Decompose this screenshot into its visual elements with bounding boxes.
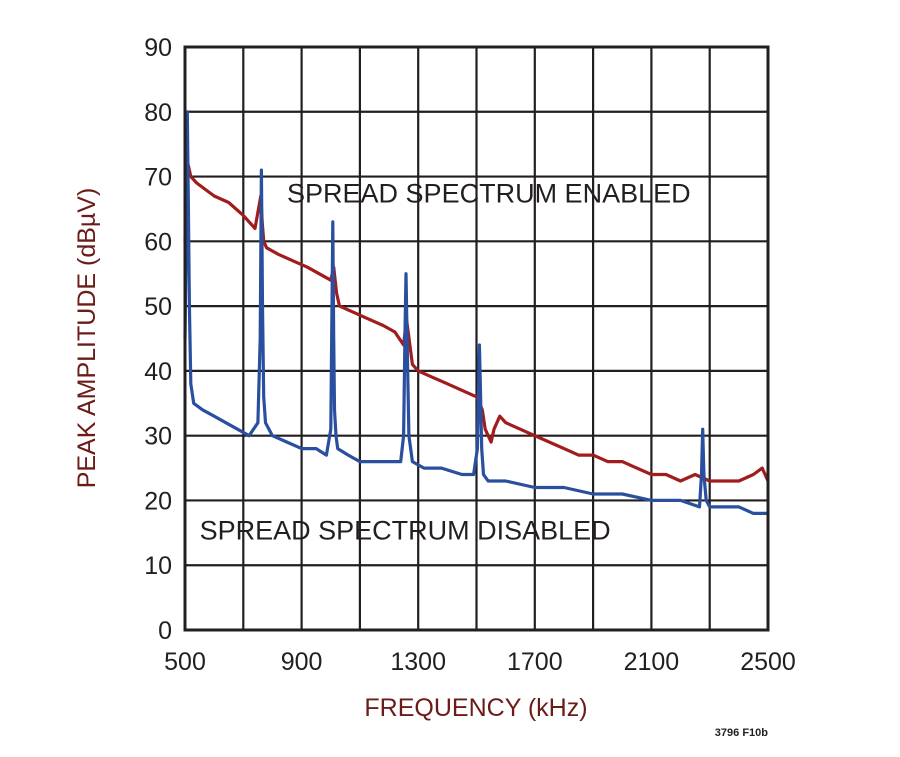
y-tick-label: 90 [144, 34, 172, 62]
figure-id: 3796 F10b [715, 727, 768, 739]
series-line-disabled [183, 110, 768, 515]
x-tick-label: 2500 [740, 648, 796, 676]
annotation-enabled: SPREAD SPECTRUM ENABLED [287, 178, 691, 208]
y-tick-label: 60 [144, 228, 172, 256]
y-tick-label: 50 [144, 293, 172, 321]
y-tick-label: 70 [144, 164, 172, 192]
y-tick-label: 20 [144, 487, 172, 515]
y-tick-label: 30 [144, 423, 172, 451]
grid [185, 47, 768, 630]
x-tick-label: 500 [164, 648, 206, 676]
y-tick-label: 10 [144, 552, 172, 580]
series-line-enabled [183, 162, 770, 483]
x-tick-label: 2100 [624, 648, 680, 676]
x-tick-label: 1300 [390, 648, 446, 676]
x-axis-title: FREQUENCY (kHz) [364, 694, 587, 722]
y-tick-labels: 0 10 20 30 40 50 60 70 80 90 [144, 34, 172, 645]
x-tick-label: 1700 [507, 648, 563, 676]
y-tick-label: 80 [144, 99, 172, 127]
annotation-disabled: SPREAD SPECTRUM DISABLED [200, 515, 611, 545]
plot-frame [183, 45, 770, 632]
y-tick-label: 0 [158, 617, 172, 645]
x-tick-labels: 500 900 1300 1700 2100 2500 [164, 648, 796, 676]
series-layer [183, 110, 770, 515]
annotations: SPREAD SPECTRUM ENABLED SPREAD SPECTRUM D… [200, 178, 691, 545]
y-tick-label: 40 [144, 358, 172, 386]
y-axis-title: PEAK AMPLITUDE (dBµV) [73, 188, 101, 489]
x-tick-label: 900 [281, 648, 323, 676]
